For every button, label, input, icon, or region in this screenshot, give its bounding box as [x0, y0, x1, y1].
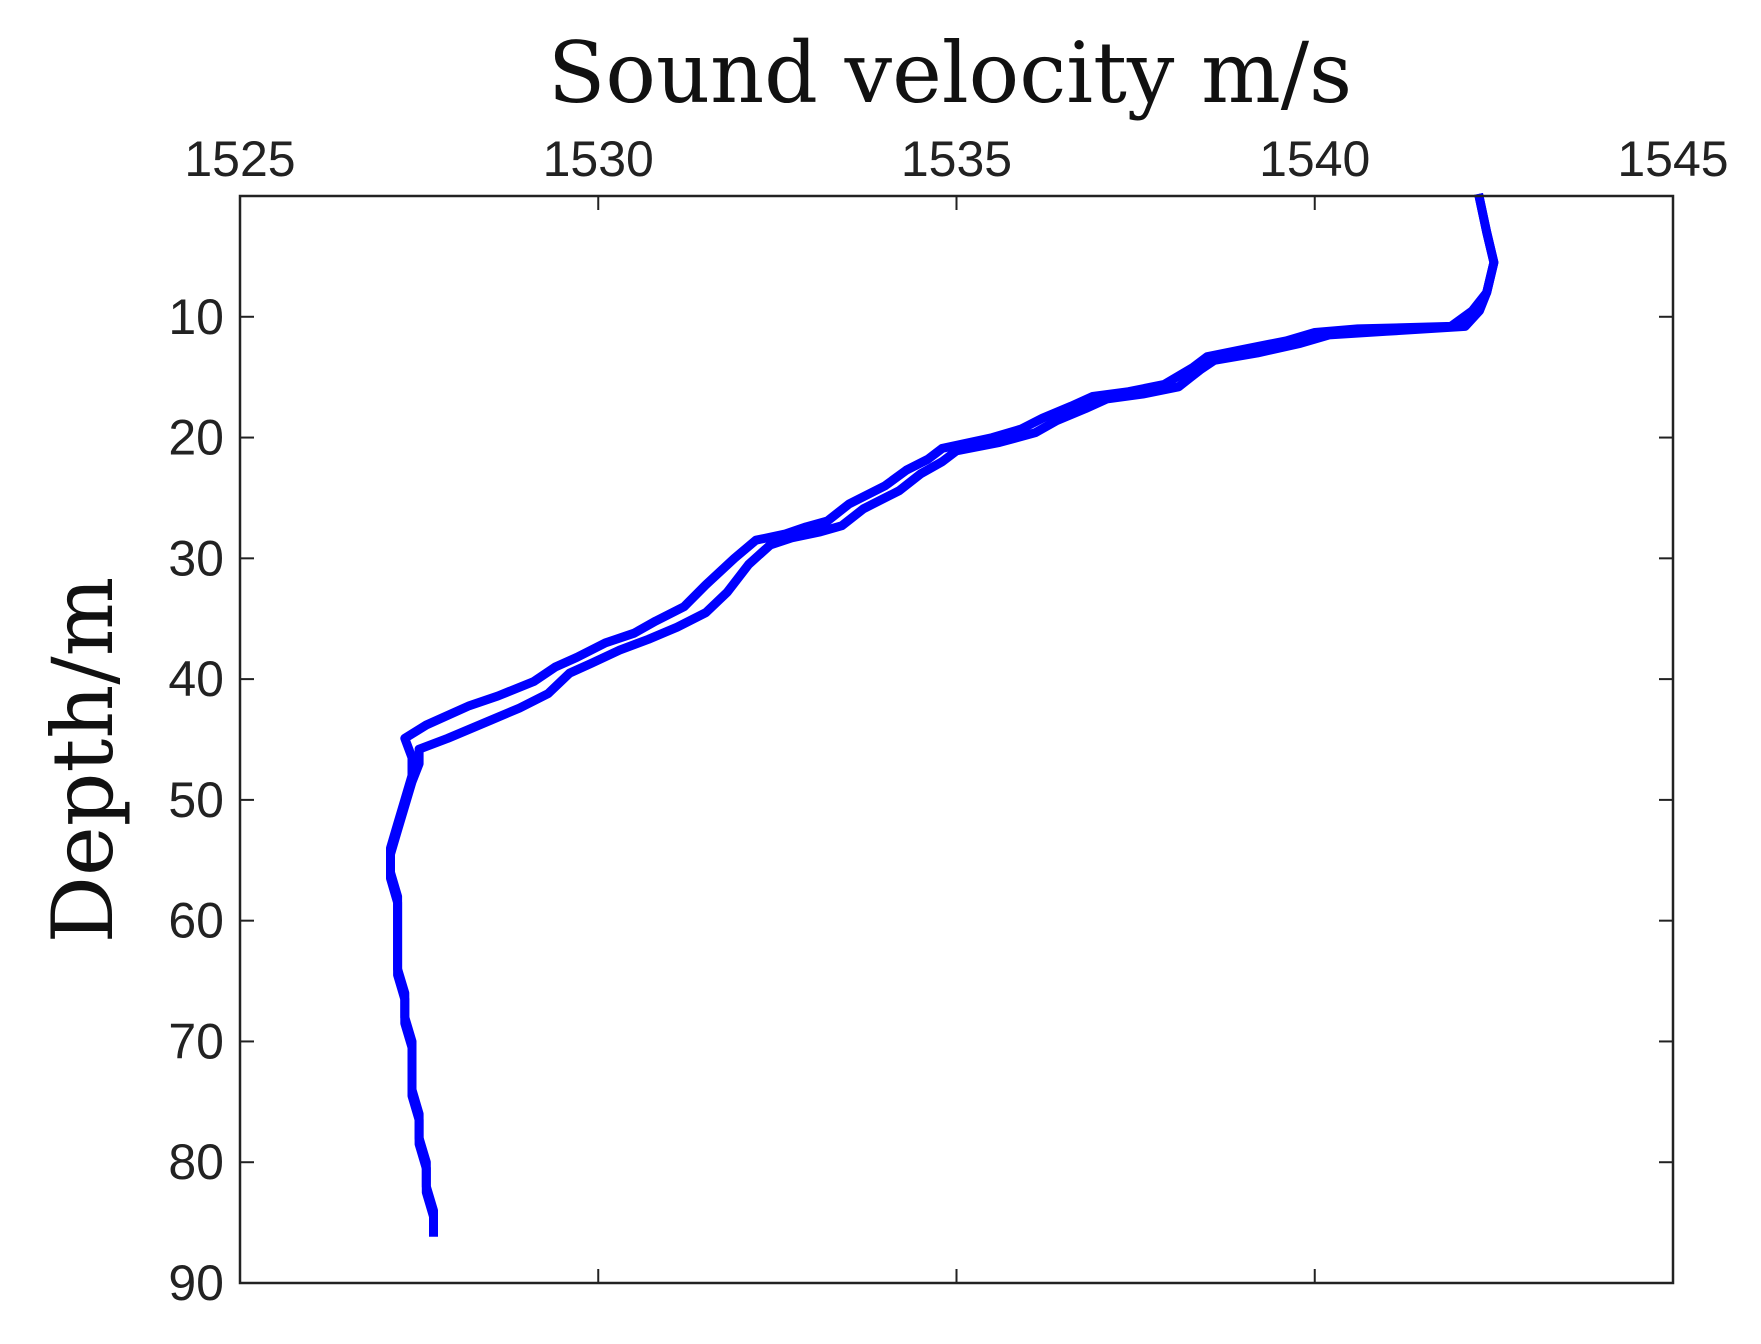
y-tick-label: 10	[168, 289, 224, 345]
y-axis-label: Depth/m	[34, 577, 132, 944]
x-tick-label: 1545	[1617, 131, 1728, 187]
y-tick-label: 90	[168, 1255, 224, 1311]
y-tick-label: 70	[168, 1013, 224, 1069]
y-tick-label: 30	[168, 530, 224, 586]
sound-velocity-series-line-2	[386, 193, 1499, 1237]
x-tick-label: 1530	[543, 131, 654, 187]
x-tick-label: 1535	[901, 131, 1012, 187]
y-tick-label: 80	[168, 1134, 224, 1190]
y-tick-label: 20	[168, 410, 224, 466]
y-tick-label: 60	[168, 893, 224, 949]
x-tick-label: 1540	[1259, 131, 1370, 187]
x-tick-label: 1525	[184, 131, 295, 187]
sound-velocity-series-line-1	[386, 193, 1499, 1234]
y-tick-label: 50	[168, 772, 224, 828]
y-axis-ticks: 10 20 30 40 50 60 70 80 90	[168, 289, 1673, 1311]
x-axis-label: Sound velocity m/s	[548, 24, 1352, 122]
plot-frame	[238, 194, 1675, 1285]
x-axis-ticks: 1525 1530 1535 1540 1545	[184, 131, 1729, 1283]
y-tick-label: 40	[168, 651, 224, 707]
series-layer	[386, 193, 1499, 1237]
